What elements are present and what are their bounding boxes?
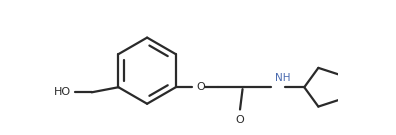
Text: NH: NH: [275, 73, 291, 83]
Text: O: O: [236, 115, 244, 125]
Text: HO: HO: [53, 87, 71, 97]
Text: O: O: [196, 82, 205, 92]
